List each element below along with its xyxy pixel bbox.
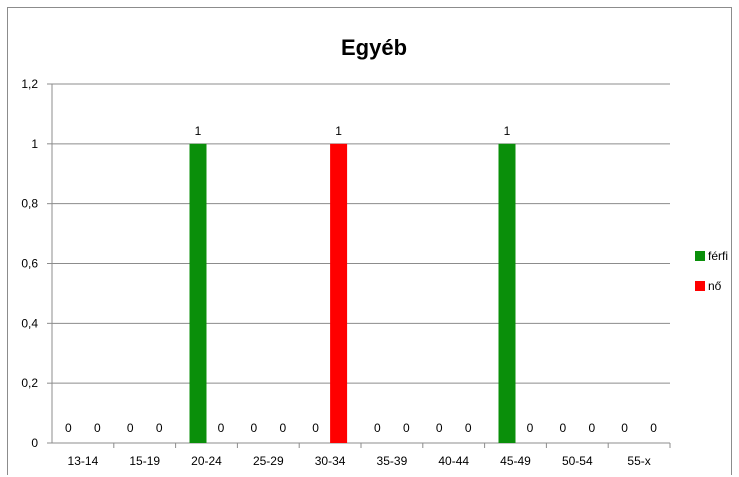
x-tick-label: 25-29 [253,454,284,468]
bar-nő-30-34 [330,143,348,444]
data-label: 0 [465,421,472,435]
x-tick-label: 55-x [627,454,650,468]
x-tick-label: 35-39 [377,454,408,468]
data-label: 0 [621,421,628,435]
legend-swatch-férfi [695,251,705,261]
gridlines [52,83,670,384]
bar-férfi-20-24 [189,143,207,444]
x-tick-labels: 13-14 15-19 20-24 25-29 30-34 35-39 40-44 45-49… [68,454,651,468]
data-label: 1 [504,124,511,138]
data-label: 0 [218,421,225,435]
data-label: 0 [156,421,163,435]
x-tick-label: 50-54 [562,454,593,468]
data-label: 0 [436,421,443,435]
axes [47,83,671,448]
x-tick-label: 13-14 [68,454,99,468]
y-tick-label: 1 [31,137,38,151]
data-label: 0 [279,421,286,435]
y-tick-label: 0,6 [21,257,38,271]
bars [189,143,516,444]
data-label: 0 [527,421,534,435]
x-tick-label: 30-34 [315,454,346,468]
y-tick-labels: 0 0,2 0,4 0,6 0,8 1 1,2 [21,77,38,450]
data-label: 0 [127,421,134,435]
data-label: 0 [250,421,257,435]
data-label: 1 [335,124,342,138]
x-tick-label: 20-24 [191,454,222,468]
data-label: 0 [403,421,410,435]
legend-swatch-nő [695,281,705,291]
data-label: 0 [559,421,566,435]
data-label: 0 [312,421,319,435]
y-tick-label: 1,2 [21,77,38,91]
data-label: 0 [65,421,72,435]
y-tick-label: 0,4 [21,316,38,330]
legend-label: nő [708,279,722,293]
x-tick-label: 45-49 [500,454,531,468]
chart-title: Egyéb [341,35,407,60]
x-tick-label: 15-19 [129,454,160,468]
legend-label: férfi [708,249,728,263]
x-tick-label: 40-44 [438,454,469,468]
y-tick-label: 0,2 [21,376,38,390]
data-label: 0 [94,421,101,435]
bar-férfi-45-49 [498,143,516,444]
y-tick-label: 0 [31,436,38,450]
data-label: 1 [195,124,202,138]
data-label: 0 [588,421,595,435]
legend: férfi nő [695,249,728,293]
data-labels: 0 0 0 0 1 0 0 0 0 1 0 0 0 0 1 0 0 0 0 0 [65,124,657,435]
y-tick-label: 0,8 [21,197,38,211]
chart-frame [7,7,732,475]
data-label: 0 [374,421,381,435]
data-label: 0 [650,421,657,435]
